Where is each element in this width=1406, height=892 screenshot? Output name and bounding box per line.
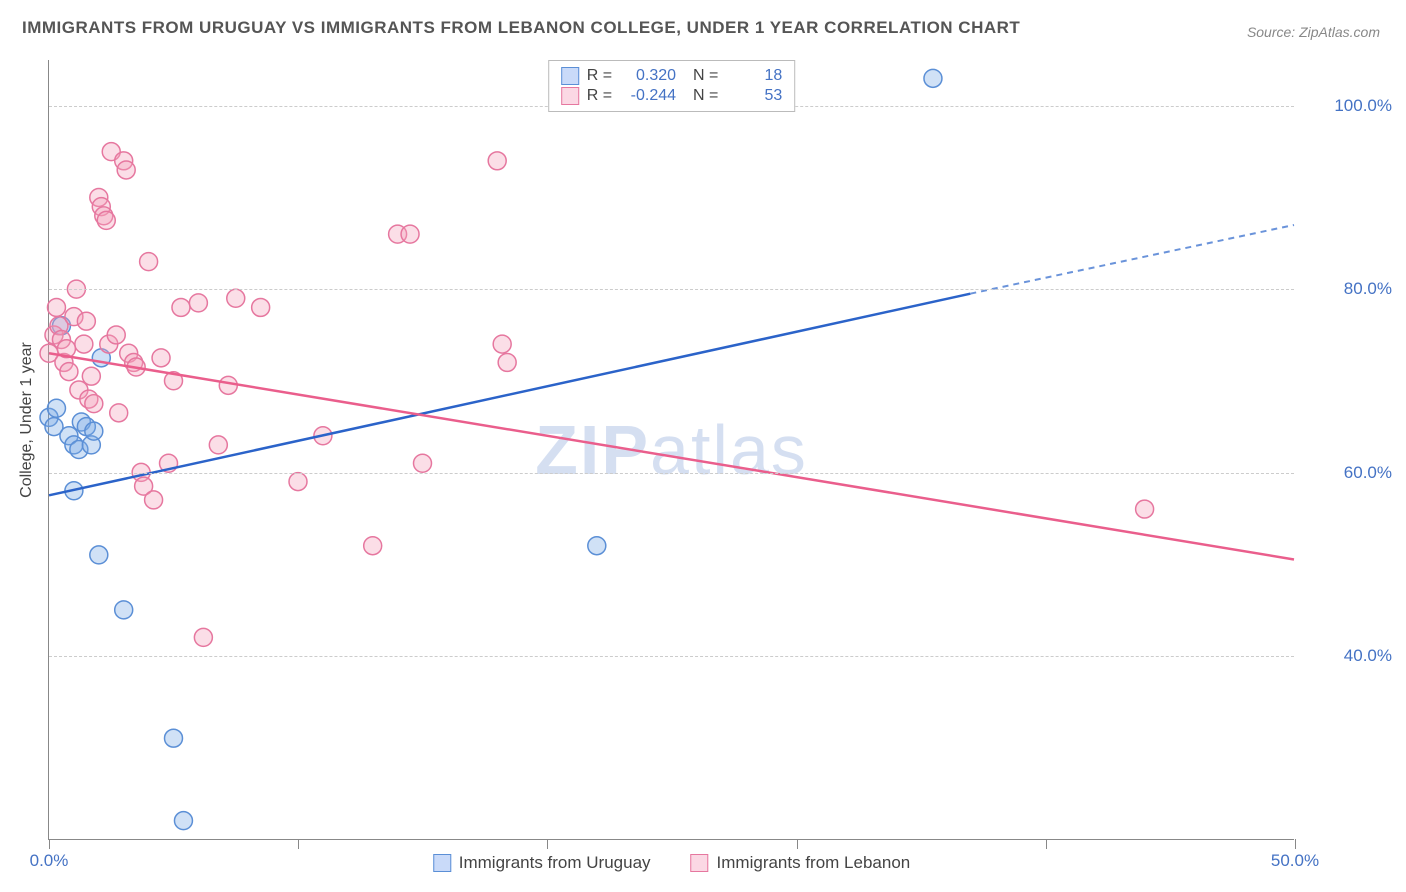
r-label: R = [587,87,612,105]
r-value-lebanon: -0.244 [620,87,676,105]
n-value-uruguay: 18 [726,67,782,85]
x-tick [1046,839,1047,849]
swatch-blue-icon [561,67,579,85]
data-point [90,546,108,564]
legend-label-uruguay: Immigrants from Uruguay [459,853,651,873]
data-point [194,628,212,646]
data-point [924,69,942,87]
data-point [1136,500,1154,518]
data-point [588,537,606,555]
gridline [49,656,1294,657]
data-point [401,225,419,243]
data-point [115,601,133,619]
series-legend: Immigrants from Uruguay Immigrants from … [433,853,910,873]
chart-title: IMMIGRANTS FROM URUGUAY VS IMMIGRANTS FR… [22,18,1020,38]
x-tick-label: 0.0% [30,851,69,871]
y-tick-label: 80.0% [1344,279,1392,299]
chart-svg [49,60,1294,839]
data-point [174,812,192,830]
r-value-uruguay: 0.320 [620,67,676,85]
legend-item-lebanon: Immigrants from Lebanon [691,853,911,873]
data-point [493,335,511,353]
data-point [85,422,103,440]
data-point [85,395,103,413]
r-label: R = [587,67,612,85]
data-point [82,367,100,385]
data-point [117,161,135,179]
data-point [140,253,158,271]
fit-line-uruguay [49,294,970,496]
stats-legend: R = 0.320 N = 18 R = -0.244 N = 53 [548,60,796,112]
y-tick-label: 40.0% [1344,646,1392,666]
data-point [172,298,190,316]
n-label: N = [684,87,718,105]
swatch-pink-icon [561,87,579,105]
stats-row-uruguay: R = 0.320 N = 18 [561,67,783,85]
data-point [488,152,506,170]
legend-item-uruguay: Immigrants from Uruguay [433,853,651,873]
data-point [165,729,183,747]
swatch-pink-icon [691,854,709,872]
data-point [110,404,128,422]
data-point [414,454,432,472]
data-point [47,298,65,316]
n-label: N = [684,67,718,85]
y-tick-label: 60.0% [1344,463,1392,483]
gridline [49,289,1294,290]
swatch-blue-icon [433,854,451,872]
data-point [47,399,65,417]
x-tick [49,839,50,849]
data-point [97,211,115,229]
data-point [364,537,382,555]
legend-label-lebanon: Immigrants from Lebanon [717,853,911,873]
gridline [49,473,1294,474]
x-tick [298,839,299,849]
x-tick [547,839,548,849]
y-axis-label: College, Under 1 year [18,342,36,498]
data-point [75,335,93,353]
plot-area: ZIPatlas R = 0.320 N = 18 R = -0.244 N =… [48,60,1294,840]
data-point [498,353,516,371]
source-attribution: Source: ZipAtlas.com [1247,24,1380,40]
stats-row-lebanon: R = -0.244 N = 53 [561,87,783,105]
data-point [60,363,78,381]
data-point [152,349,170,367]
data-point [189,294,207,312]
data-point [77,312,95,330]
n-value-lebanon: 53 [726,87,782,105]
x-tick [797,839,798,849]
x-tick-label: 50.0% [1271,851,1319,871]
y-tick-label: 100.0% [1334,96,1392,116]
data-point [289,473,307,491]
data-point [145,491,163,509]
fit-line-uruguay-extrap [970,225,1294,294]
data-point [209,436,227,454]
data-point [252,298,270,316]
data-point [227,289,245,307]
x-tick [1295,839,1296,849]
data-point [107,326,125,344]
data-point [219,376,237,394]
fit-line-lebanon [49,353,1294,559]
